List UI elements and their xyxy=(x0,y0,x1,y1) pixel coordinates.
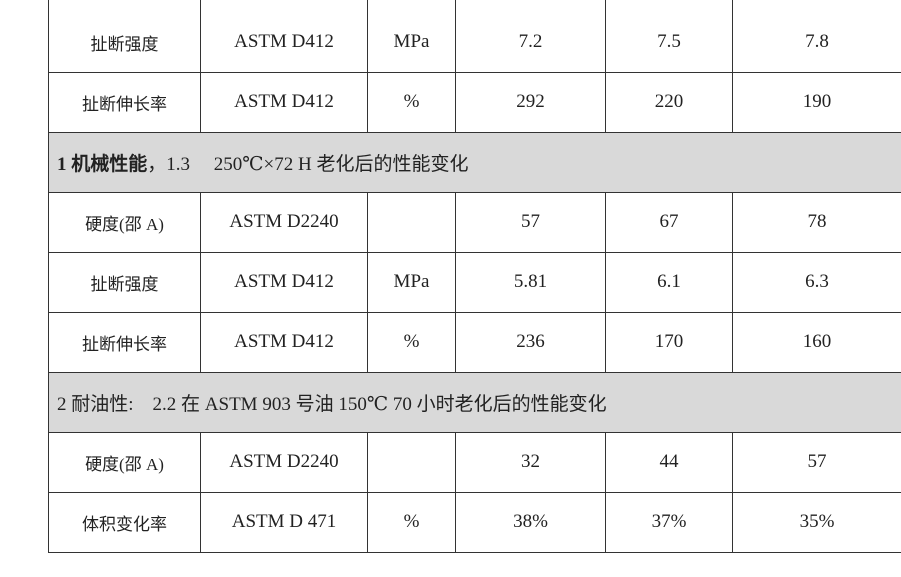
table-row: 扯断强度 ASTM D412 MPa 7.2 7.5 7.8 xyxy=(48,0,901,73)
property-cell: 扯断伸长率 xyxy=(48,311,201,373)
value-cell: 6.1 xyxy=(605,251,733,313)
table-row: 扯断伸长率 ASTM D412% 236 170 160 xyxy=(48,311,901,373)
unit-cell xyxy=(367,191,456,253)
method-cell: ASTM D412 xyxy=(200,71,368,133)
section-header: 1 机械性能，1.3 250℃×72 H 老化后的性能变化 xyxy=(48,131,901,193)
method-cell: ASTM D 471 xyxy=(200,491,368,553)
section-text: 2 耐油性: 2.2 在 ASTM 903 号油 150℃ 70 小时老化后的性… xyxy=(57,393,607,415)
value-cell: 32 xyxy=(455,431,606,493)
table-row: 体积变化率 ASTM D 471% 38% 37% 35% xyxy=(48,491,901,553)
unit-cell: % xyxy=(367,311,456,373)
value-cell: 220 xyxy=(605,71,733,133)
value-cell: 38% xyxy=(455,491,606,553)
value-cell: 35% xyxy=(732,491,901,553)
value-cell: 7.5 xyxy=(605,0,733,73)
property-cell: 体积变化率 xyxy=(48,491,201,553)
unit-cell xyxy=(367,431,456,493)
value-cell: 57 xyxy=(732,431,901,493)
method-cell: ASTM D2240 xyxy=(200,191,368,253)
value-cell: 170 xyxy=(605,311,733,373)
section-title: 1 机械性能 xyxy=(57,153,148,175)
section-header: 2 耐油性: 2.2 在 ASTM 903 号油 150℃ 70 小时老化后的性… xyxy=(48,371,901,433)
table-row: 扯断强度 ASTM D412 MPa 5.81 6.1 6.3 xyxy=(48,251,901,313)
value-cell: 67 xyxy=(605,191,733,253)
property-cell: 硬度(邵 A) xyxy=(48,431,201,493)
value-cell: 5.81 xyxy=(455,251,606,313)
value-cell: 160 xyxy=(732,311,901,373)
value-cell: 7.8 xyxy=(732,0,901,73)
property-cell: 硬度(邵 A) xyxy=(48,191,201,253)
value-cell: 292 xyxy=(455,71,606,133)
value-cell: 57 xyxy=(455,191,606,253)
value-cell: 7.2 xyxy=(455,0,606,73)
unit-cell: MPa xyxy=(367,0,456,73)
value-cell: 37% xyxy=(605,491,733,553)
unit-cell: % xyxy=(367,491,456,553)
table-row: 扯断伸长率 ASTM D412% 292 220 190 xyxy=(48,71,901,133)
section-header-row: 2 耐油性: 2.2 在 ASTM 903 号油 150℃ 70 小时老化后的性… xyxy=(48,371,901,433)
section-text: ，1.3 250℃×72 H 老化后的性能变化 xyxy=(147,153,469,175)
value-cell: 190 xyxy=(732,71,901,133)
method-cell: ASTM D412 xyxy=(200,311,368,373)
property-cell: 扯断伸长率 xyxy=(48,71,201,133)
section-header-row: 1 机械性能，1.3 250℃×72 H 老化后的性能变化 xyxy=(48,131,901,193)
method-cell: ASTM D412 xyxy=(200,0,368,73)
unit-cell: MPa xyxy=(367,251,456,313)
value-cell: 6.3 xyxy=(732,251,901,313)
value-cell: 44 xyxy=(605,431,733,493)
unit-cell: % xyxy=(367,71,456,133)
value-cell: 78 xyxy=(732,191,901,253)
method-cell: ASTM D412 xyxy=(200,251,368,313)
property-cell: 扯断强度 xyxy=(48,0,201,73)
table-row: 硬度(邵 A) ASTM D2240 57 67 78 xyxy=(48,191,901,253)
method-cell: ASTM D2240 xyxy=(200,431,368,493)
property-cell: 扯断强度 xyxy=(48,251,201,313)
properties-table: 扯断强度 ASTM D412 MPa 7.2 7.5 7.8 扯断伸长率 ASTM D412%… xyxy=(48,0,901,553)
table-row: 硬度(邵 A) ASTM D2240 32 44 57 xyxy=(48,431,901,493)
value-cell: 236 xyxy=(455,311,606,373)
